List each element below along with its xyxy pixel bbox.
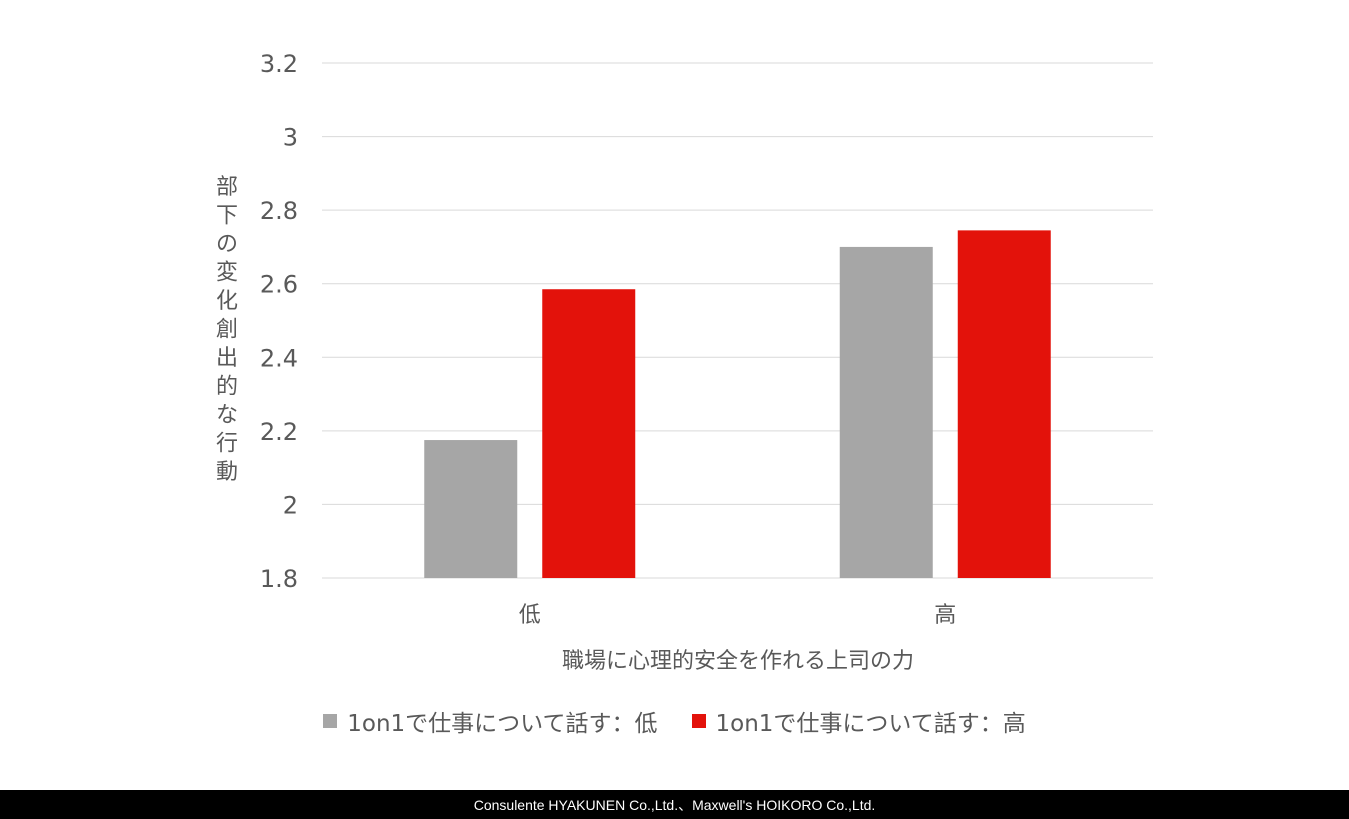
legend-label-low: 1on1で仕事について話す：低 [347, 711, 658, 737]
legend: 1on1で仕事について話す：低 1on1で仕事について話す：高 [0, 704, 1349, 738]
legend-item-low: 1on1で仕事について話す：低 [323, 704, 658, 738]
y-tick-label: 3.2 [260, 50, 298, 78]
bar-high-0 [542, 289, 636, 578]
y-axis-title-text: 部下の変化創出的な行動 [216, 175, 238, 485]
bar-high-1 [957, 230, 1051, 578]
y-tick-label: 2.8 [260, 197, 298, 225]
legend-item-high: 1on1で仕事について話す：高 [691, 704, 1026, 738]
bars [424, 230, 1051, 578]
y-axis-title: 部下の変化創出的な行動 [216, 175, 238, 485]
y-axis-ticks: 3.2 3 2.8 2.6 2.4 2.2 2 1.8 [260, 50, 298, 593]
x-axis-categories: 低高 [519, 603, 957, 628]
x-category-label: 低 [519, 603, 541, 628]
copyright-text: Consulente HYAKUNEN Co.,Ltd.、Maxwell's H… [473, 796, 876, 813]
y-tick-label: 3 [283, 124, 298, 152]
x-axis-title: 職場に心理的安全を作れる上司の力 [562, 649, 914, 674]
y-tick-label: 2.4 [260, 344, 298, 372]
legend-label-high: 1on1で仕事について話す：高 [715, 711, 1026, 737]
x-category-label: 高 [934, 603, 956, 628]
y-tick-label: 1.8 [260, 565, 298, 593]
y-tick-label: 2.2 [260, 418, 298, 446]
bar-chart: 3.232.82.62.42.221.8 低高 職場に心理的安全を作れる上司の力… [216, 50, 1153, 674]
legend-swatch-low [323, 714, 338, 728]
y-tick-label: 2.6 [260, 271, 298, 299]
y-tick-label: 2 [283, 491, 298, 519]
legend-swatch-high [691, 714, 706, 728]
copyright-footer: Consulente HYAKUNEN Co.,Ltd.、Maxwell's H… [0, 790, 1349, 819]
bar-low-0 [424, 440, 518, 578]
bar-low-1 [839, 246, 933, 578]
